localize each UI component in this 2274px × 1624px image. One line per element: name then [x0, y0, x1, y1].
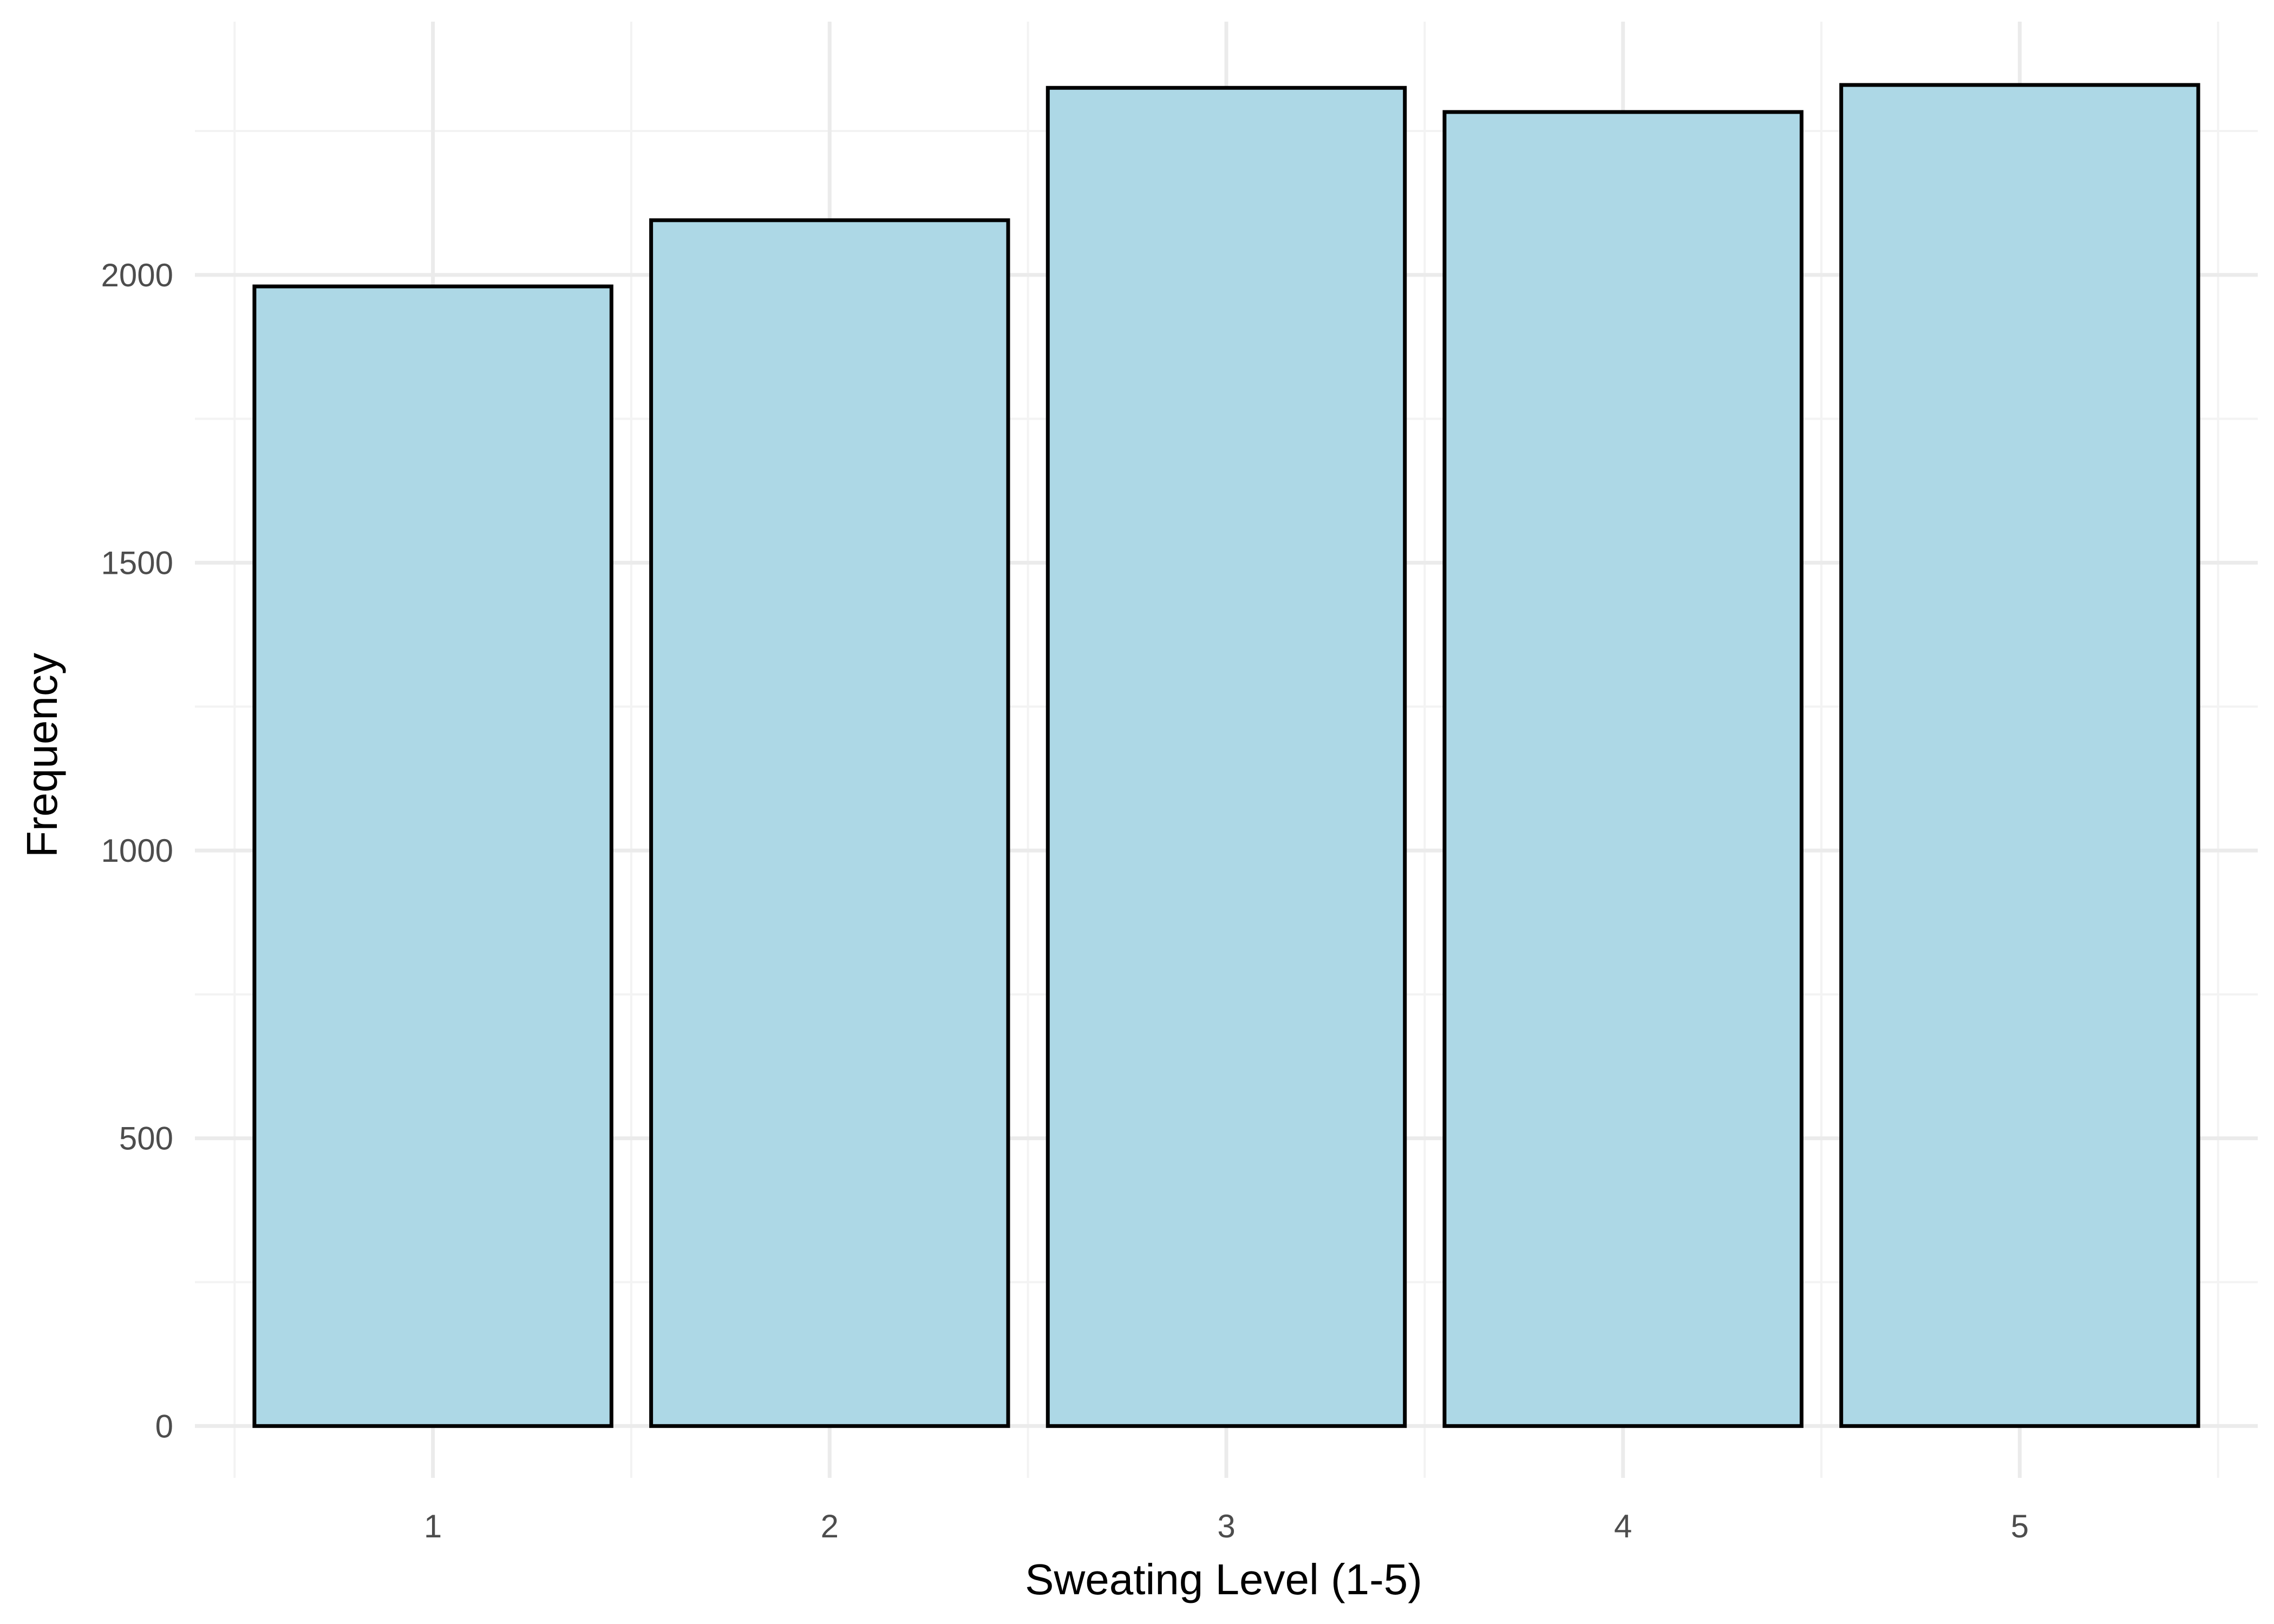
- bar-2: [649, 218, 1010, 1428]
- x-tick-label: 1: [424, 1508, 442, 1544]
- x-tick-label: 3: [1217, 1508, 1235, 1544]
- bar-4: [1442, 110, 1803, 1428]
- y-axis-title: Frequency: [18, 653, 66, 857]
- x-axis-ticks: 1 2 3 4 5: [424, 1508, 2029, 1544]
- y-tick-label: 500: [119, 1121, 173, 1157]
- bars: [252, 83, 2200, 1428]
- x-tick-label: 2: [821, 1508, 839, 1544]
- bar-3: [1045, 86, 1407, 1428]
- y-tick-label: 1500: [101, 545, 173, 581]
- y-tick-label: 2000: [101, 257, 173, 293]
- x-tick-label: 5: [2011, 1508, 2029, 1544]
- y-axis-ticks: 0 500 1000 1500 2000: [101, 257, 173, 1444]
- y-tick-label: 1000: [101, 833, 173, 869]
- x-tick-label: 4: [1614, 1508, 1632, 1544]
- bar-5: [1839, 83, 2200, 1428]
- y-tick-label: 0: [155, 1408, 173, 1444]
- x-axis-title: Sweating Level (1-5): [1025, 1555, 1422, 1603]
- bar-1: [252, 284, 613, 1428]
